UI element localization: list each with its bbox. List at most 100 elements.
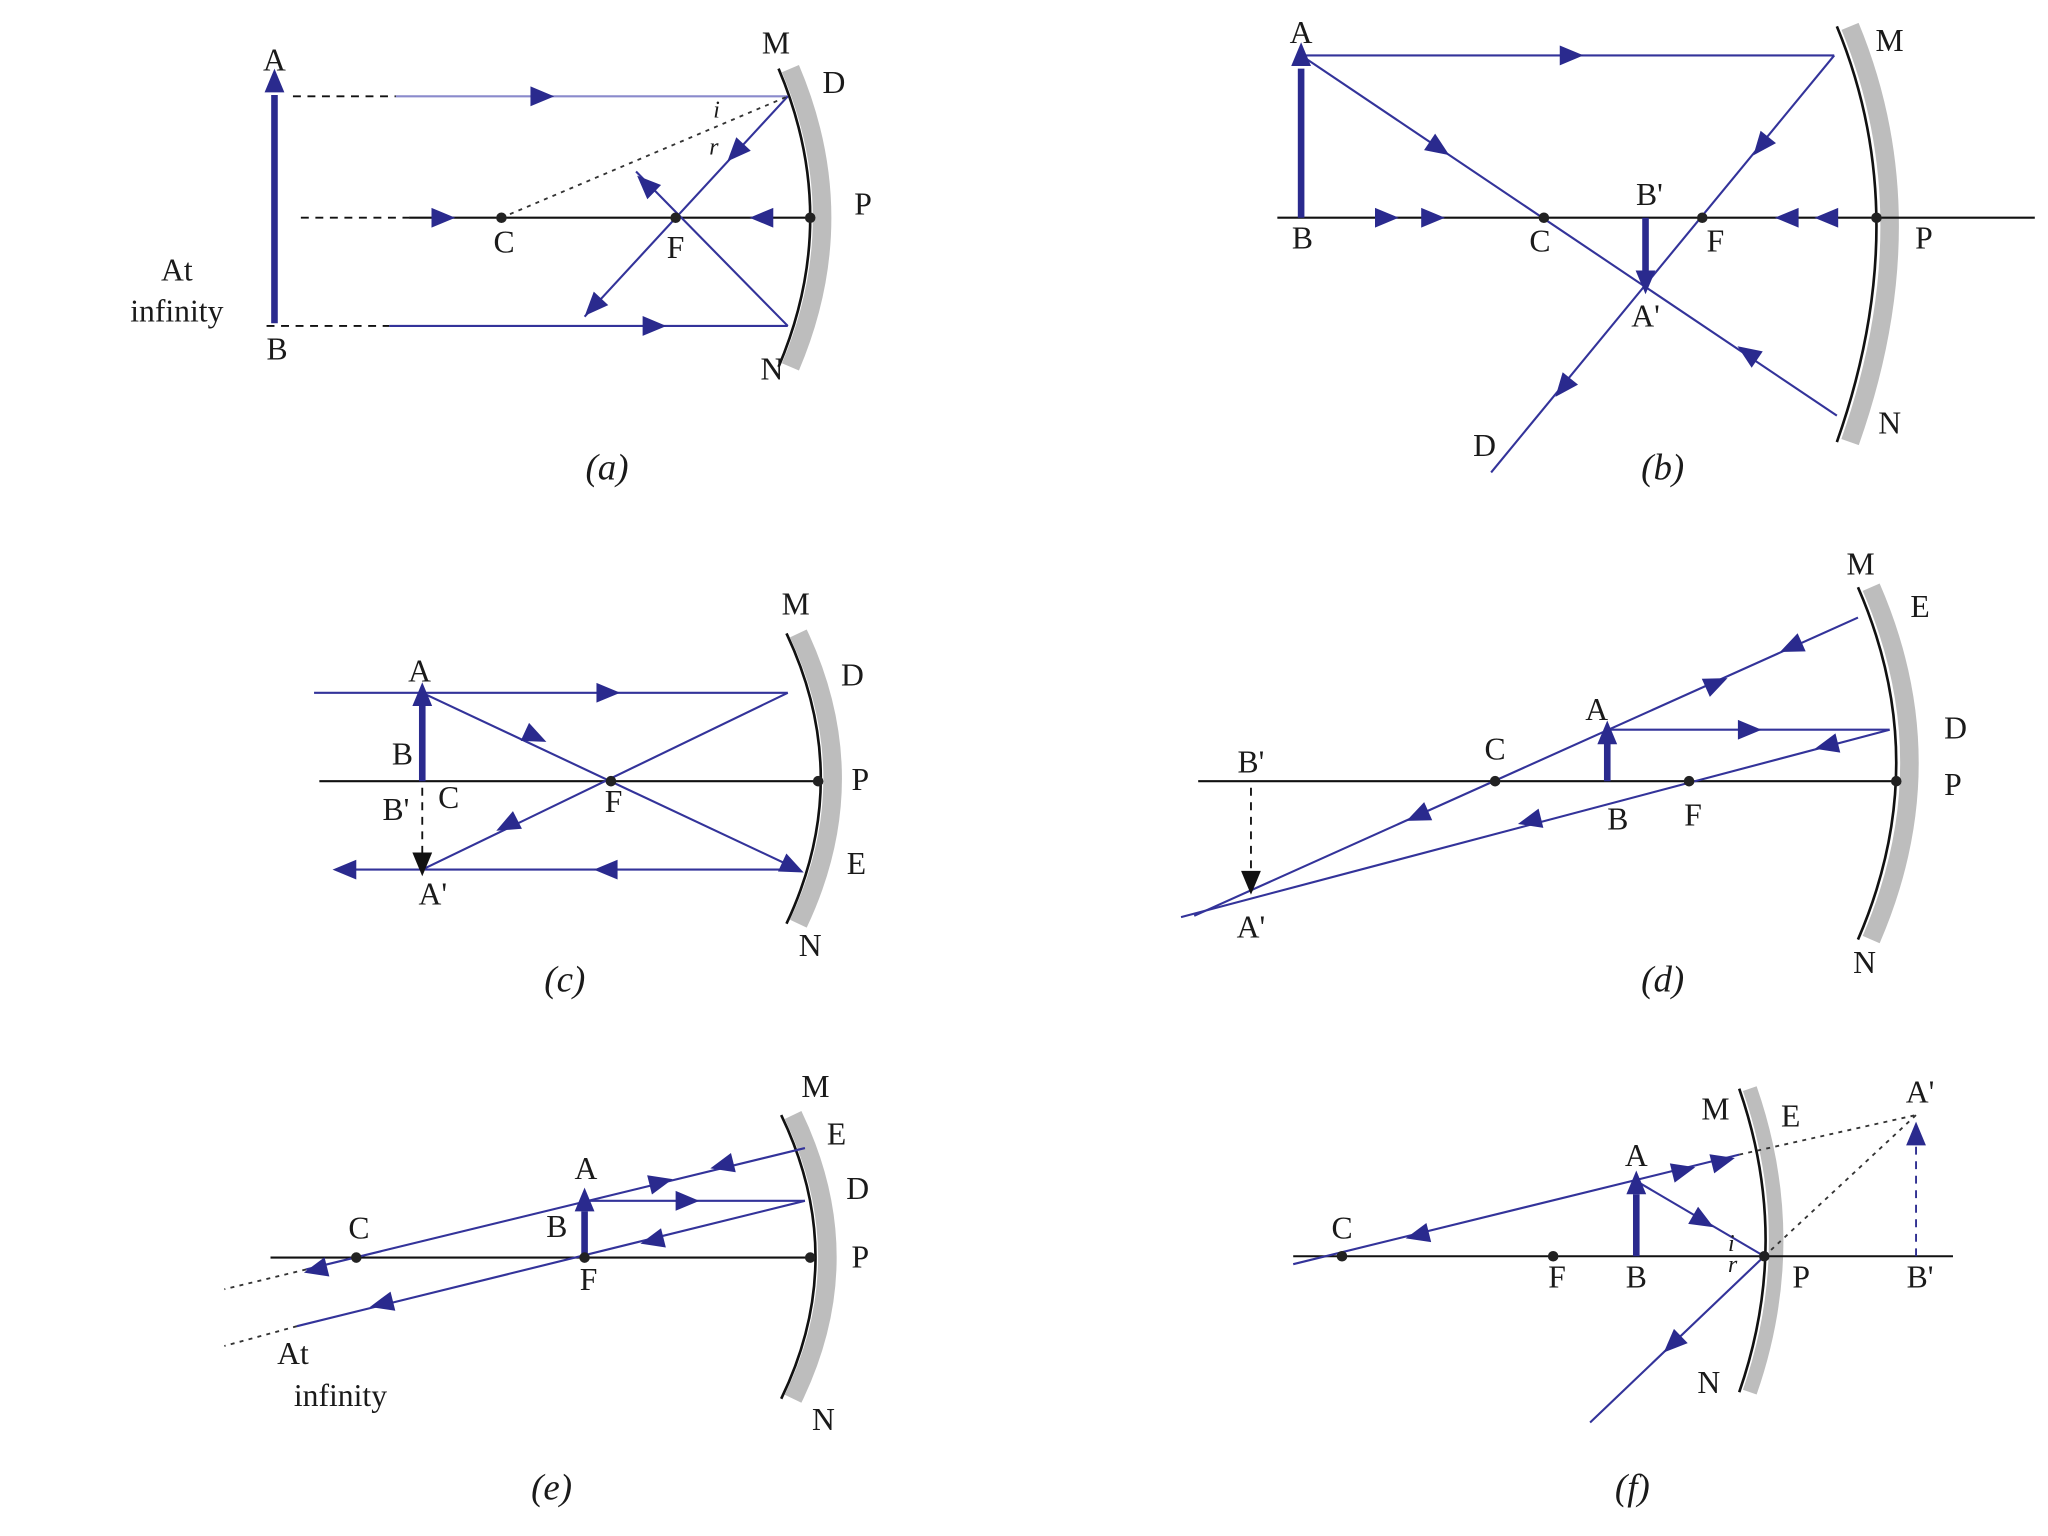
arrowhead (412, 852, 433, 877)
arrowhead (369, 1291, 396, 1311)
point (496, 212, 507, 224)
arrowhead (1375, 207, 1399, 228)
label: i (1728, 1231, 1735, 1257)
arrowhead (640, 1228, 666, 1248)
arrowhead (1737, 346, 1763, 368)
ray-dotted (224, 1325, 298, 1347)
caption: (d) (1641, 959, 1684, 1001)
label: F (1684, 797, 1702, 832)
arrowhead (584, 291, 609, 316)
ray-dotted (1739, 1114, 1917, 1156)
ray (635, 170, 789, 327)
ray-dotted (224, 1268, 307, 1291)
arrowhead (1709, 1154, 1735, 1174)
arrowhead (727, 137, 751, 162)
arrowhead (710, 1153, 736, 1173)
point (605, 775, 617, 787)
mirror (1841, 22, 1899, 446)
point (579, 1252, 590, 1263)
point (1538, 212, 1550, 224)
label: A (1585, 692, 1608, 727)
arrowhead (530, 86, 555, 107)
mirror-surface (1856, 586, 1898, 941)
panel-d (1180, 583, 1919, 944)
arrowhead (496, 811, 522, 831)
arrowhead (1663, 1328, 1688, 1353)
caption: (f) (1615, 1467, 1650, 1509)
arrowhead (574, 1187, 595, 1212)
panel-b (1277, 22, 2035, 474)
arrowhead (1688, 1206, 1714, 1228)
point (670, 212, 681, 224)
label: F (1707, 223, 1725, 258)
arrowhead (1421, 207, 1445, 228)
point (812, 775, 824, 787)
label: At (277, 1336, 309, 1371)
label: C (1331, 1210, 1352, 1245)
label: B' (1907, 1259, 1934, 1294)
label: B (546, 1209, 567, 1244)
label: A' (1631, 299, 1660, 334)
label: infinity (294, 1378, 387, 1413)
label: C (494, 225, 515, 260)
caption: (a) (585, 447, 628, 489)
label: P (852, 762, 870, 797)
label: C (438, 780, 459, 815)
arrowhead (412, 682, 433, 706)
label: D (823, 65, 846, 100)
arrowhead (596, 682, 621, 703)
arrowhead (749, 207, 774, 228)
mirror (1862, 583, 1919, 944)
label: A' (1237, 910, 1266, 945)
label: B (392, 737, 413, 772)
arrowhead (1814, 207, 1839, 228)
arrowhead (1405, 1222, 1432, 1243)
point (1871, 212, 1882, 224)
point (1890, 775, 1902, 787)
point (351, 1252, 362, 1263)
arrowhead (1555, 372, 1579, 397)
label: B' (1636, 177, 1663, 212)
arrowhead (1669, 1163, 1696, 1183)
label: D (1944, 710, 1967, 745)
arrowhead (1291, 42, 1312, 66)
arrowhead (1635, 270, 1656, 295)
label: B' (1238, 745, 1265, 780)
label: E (827, 1117, 846, 1152)
arrowhead (520, 722, 547, 742)
label: A (408, 654, 431, 689)
mirror (784, 1111, 837, 1403)
label: A (1625, 1138, 1648, 1173)
label: D (841, 658, 864, 693)
label: B (1607, 801, 1628, 836)
label: M (1847, 547, 1875, 582)
arrowhead (593, 859, 618, 880)
label: N (1853, 945, 1876, 980)
label: P (1915, 221, 1933, 256)
arrowhead (1737, 719, 1762, 740)
normal (501, 95, 789, 219)
label: A' (419, 877, 448, 912)
label: M (801, 1069, 829, 1104)
mirror (789, 629, 842, 928)
label: N (1697, 1365, 1720, 1400)
ray (1193, 616, 1859, 917)
ray-dotted (1763, 1114, 1917, 1257)
arrowhead (303, 1257, 330, 1277)
arrowhead (1517, 808, 1544, 828)
mirror-surface (1737, 1088, 1767, 1393)
label: P (1792, 1259, 1810, 1294)
ray (421, 691, 789, 871)
arrowhead (431, 207, 456, 228)
point (1696, 212, 1708, 224)
label: C (1485, 731, 1506, 766)
label: F (1548, 1259, 1566, 1294)
mirror-surface (780, 1114, 817, 1400)
arrowhead (1626, 1170, 1647, 1195)
panel-a (266, 65, 832, 371)
arrowhead (1597, 720, 1618, 745)
point (804, 212, 816, 224)
arrowhead (1406, 802, 1433, 821)
